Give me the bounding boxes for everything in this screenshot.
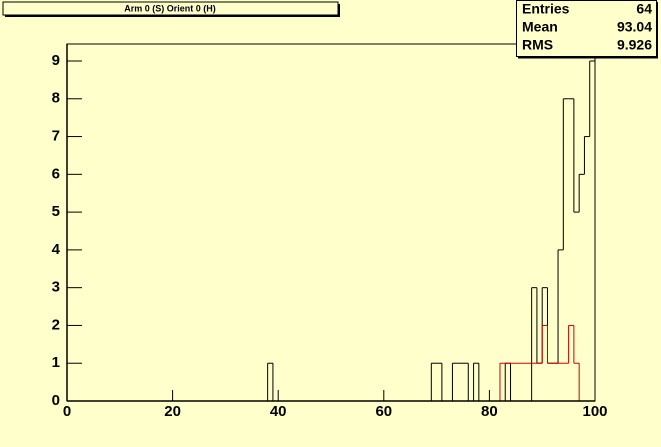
y-tick-label: 1: [52, 354, 60, 371]
y-tick-label: 9: [52, 52, 60, 69]
chart-title: Arm 0 (S) Orient 0 (H): [124, 3, 216, 13]
stats-label: Mean: [522, 19, 558, 35]
x-tick-label: 100: [582, 403, 607, 420]
stats-value: 9.926: [617, 37, 652, 53]
stats-label: Entries: [522, 1, 570, 17]
y-tick-label: 2: [52, 316, 60, 333]
x-tick-label: 20: [164, 403, 181, 420]
x-tick-label: 80: [481, 403, 498, 420]
y-tick-label: 6: [52, 165, 60, 182]
x-tick-label: 40: [270, 403, 287, 420]
y-tick-label: 8: [52, 90, 60, 107]
y-tick-label: 4: [52, 241, 61, 258]
x-tick-label: 0: [63, 403, 71, 420]
stats-label: RMS: [522, 37, 553, 53]
y-tick-label: 5: [52, 203, 60, 220]
stats-value: 93.04: [617, 19, 652, 35]
x-tick-label: 60: [375, 403, 392, 420]
y-tick-label: 3: [52, 279, 60, 296]
y-tick-label: 0: [52, 392, 60, 409]
frame: [66, 43, 596, 402]
stats-value: 64: [636, 1, 652, 17]
y-tick-label: 7: [52, 128, 60, 145]
title-box: [2, 1, 339, 16]
